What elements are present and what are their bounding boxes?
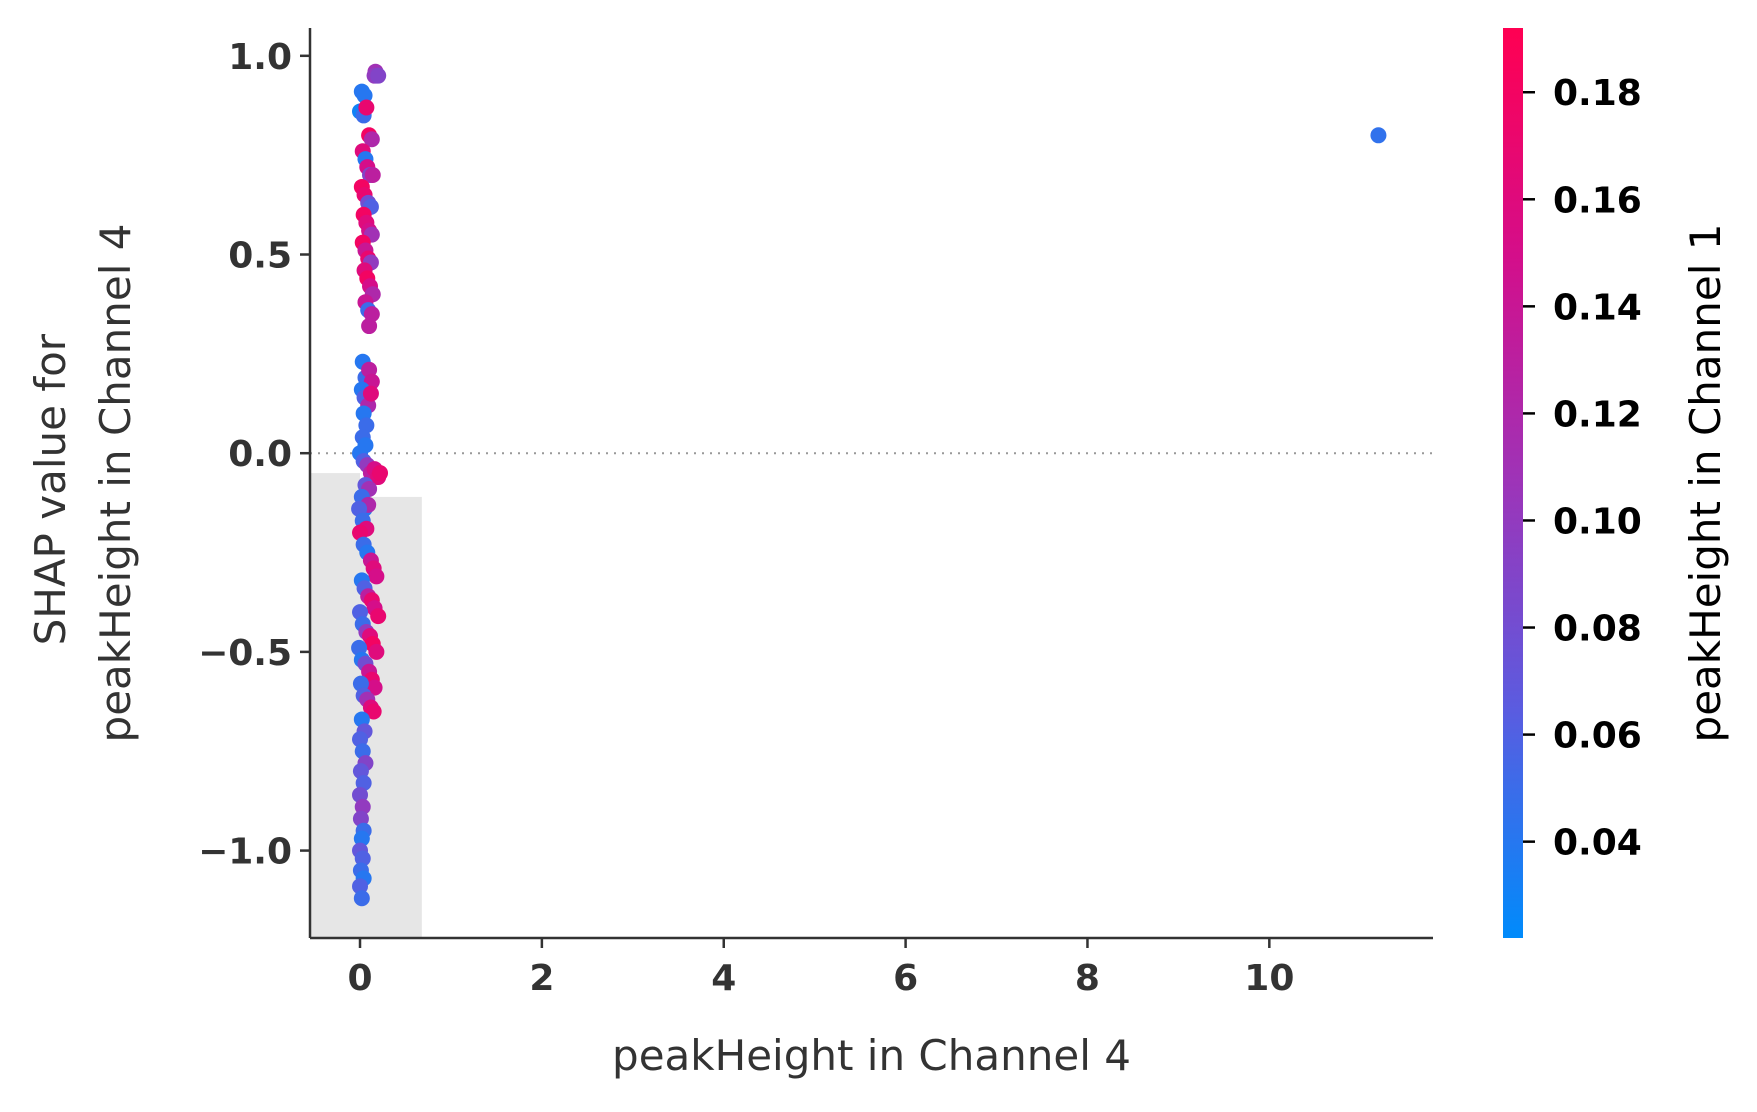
data-point-99	[354, 798, 371, 815]
x-tick-label: 4	[711, 958, 736, 999]
colorbar-tick-label: 0.18	[1553, 73, 1642, 114]
data-point-98	[352, 786, 369, 803]
data-point-96	[352, 763, 369, 780]
data-point-4	[358, 99, 375, 116]
colorbar-tick-label: 0.06	[1553, 716, 1642, 757]
colorbar-tick-label: 0.04	[1553, 823, 1642, 864]
data-point-1	[356, 87, 373, 104]
x-tick-label: 0	[347, 958, 372, 999]
colorbar-tick-label: 0.10	[1553, 501, 1642, 542]
colorbar-ticks: 0.04 0.06 0.08 0.10 0.12 0.14 0.16 0.18	[1523, 73, 1642, 864]
data-point-37	[361, 361, 378, 378]
y-tick-label: 0.0	[228, 434, 292, 475]
data-point-34	[370, 67, 387, 84]
y-tick-label: 0.5	[228, 236, 292, 277]
data-point-11	[364, 167, 381, 184]
data-point-91	[353, 711, 370, 728]
data-point-74	[352, 604, 369, 621]
histogram-bar-0	[310, 473, 361, 938]
y-tick-label: −1.0	[198, 832, 292, 873]
scatter-points	[351, 63, 1387, 907]
data-point-43	[355, 405, 372, 422]
data-point-31	[361, 318, 378, 335]
data-point-6	[363, 131, 380, 148]
colorbar	[1503, 28, 1523, 938]
colorbar-tick-label: 0.16	[1553, 180, 1642, 221]
data-point-53	[372, 465, 389, 482]
data-point-30	[363, 306, 380, 323]
x-tick-label: 2	[529, 958, 554, 999]
data-point-108	[353, 890, 370, 907]
axes	[308, 28, 1433, 940]
data-point-94	[354, 743, 371, 760]
data-point-79	[368, 643, 385, 660]
data-point-67	[368, 568, 385, 585]
y-tick-label: −0.5	[198, 633, 292, 674]
x-tick-label: 6	[893, 958, 918, 999]
colorbar-title: peakHeight in Channel 1	[1681, 224, 1730, 743]
data-point-80	[351, 639, 368, 656]
x-axis-title: peakHeight in Channel 4	[612, 1031, 1131, 1080]
data-point-73	[370, 608, 387, 625]
y-axis-ticks: −1.0 −0.5 0.0 0.5 1.0	[198, 37, 310, 873]
y-axis-title-line-2: peakHeight in Channel 4	[91, 224, 140, 743]
x-axis-ticks: 0 2 4 6 8 10	[347, 938, 1294, 999]
data-point-100	[352, 810, 369, 827]
colorbar-tick-label: 0.08	[1553, 609, 1642, 650]
y-tick-label: 1.0	[228, 37, 292, 78]
data-point-42	[362, 385, 379, 402]
data-point-102	[353, 830, 370, 847]
y-axis-title-line-1: SHAP value for	[26, 333, 75, 645]
data-point-86	[352, 675, 369, 692]
x-tick-label: 10	[1244, 958, 1294, 999]
data-point-93	[352, 731, 369, 748]
colorbar-tick-label: 0.12	[1553, 394, 1642, 435]
data-point-107	[352, 878, 369, 895]
data-point-90	[365, 703, 382, 720]
y-axis-title: SHAP value for peakHeight in Channel 4	[26, 224, 140, 743]
x-tick-label: 8	[1075, 958, 1100, 999]
colorbar-tick-label: 0.14	[1553, 287, 1642, 328]
data-point-104	[354, 850, 371, 867]
data-point-109	[1370, 127, 1387, 144]
